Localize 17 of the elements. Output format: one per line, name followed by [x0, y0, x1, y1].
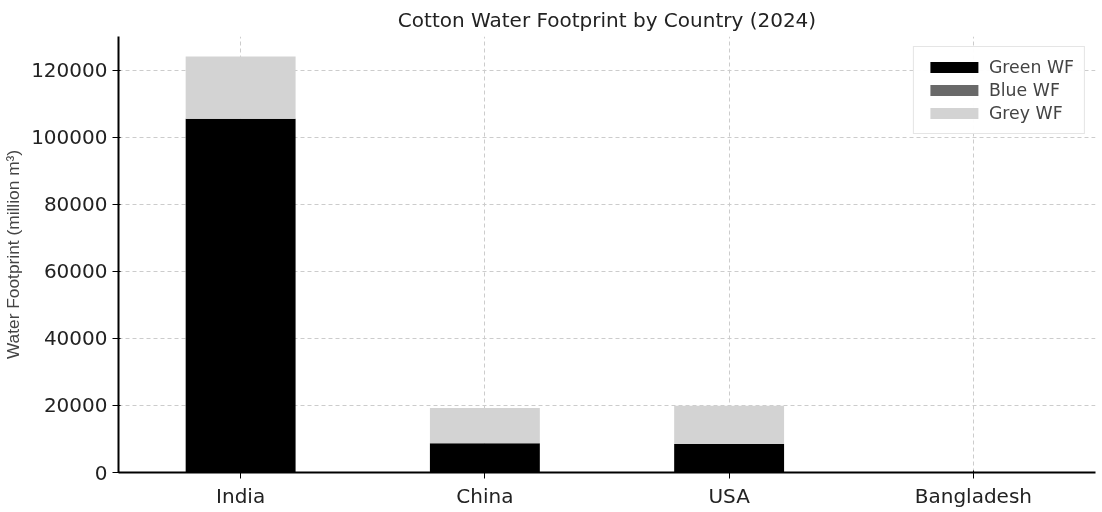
y-tick-label: 80000 — [43, 192, 108, 217]
x-tick-label: Bangladesh — [914, 483, 1033, 508]
y-axis-title: Water Footprint (million m³) — [3, 149, 24, 360]
legend-label: Green WF — [988, 57, 1074, 77]
x-tick-label: USA — [708, 483, 751, 508]
bar — [429, 408, 540, 444]
legend-label: Blue WF — [988, 80, 1060, 100]
y-tick-label: 40000 — [43, 326, 108, 351]
y-tick-label: 60000 — [43, 259, 108, 284]
x-tick-label: India — [216, 483, 266, 508]
y-tick-label: 100000 — [31, 125, 108, 150]
chart-title: Cotton Water Footprint by Country (2024) — [397, 7, 817, 32]
y-tick-label: 120000 — [31, 58, 108, 83]
legend-label: Grey WF — [988, 103, 1063, 123]
y-tick-label: 0 — [94, 460, 108, 485]
y-tick-label: 20000 — [43, 393, 108, 418]
x-tick-label: China — [456, 483, 514, 508]
